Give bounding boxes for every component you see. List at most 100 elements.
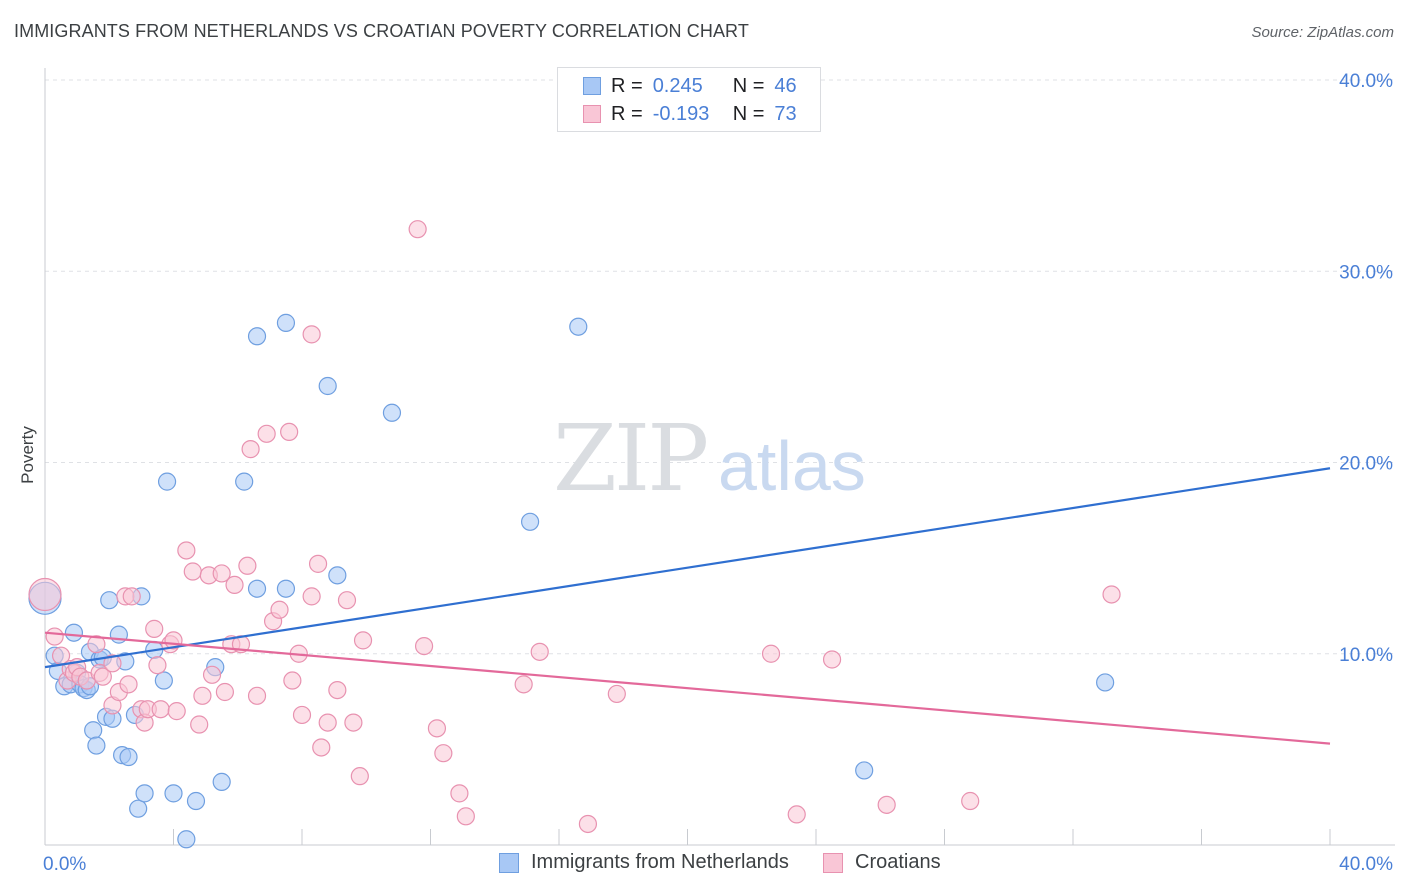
croatians-point [312,738,331,757]
stats-row-croatians: R = -0.193 N = 73 [583,101,797,127]
croatians-point [408,220,427,239]
croatians-point [270,600,289,619]
netherlands-point [569,317,588,336]
croatians-point [344,713,363,732]
croatians-point [434,744,453,763]
netherlands-point [164,784,183,803]
y-tick-label: 10.0% [1339,645,1393,666]
n-value: 46 [774,74,797,97]
croatians-point [103,654,122,673]
watermark-zip: ZIP [553,405,706,512]
croatians-point [238,556,257,575]
y-tick-label: 20.0% [1339,454,1393,475]
croatians-point [212,564,231,583]
netherlands-point [328,566,347,585]
netherlands-point [276,313,296,332]
y-tick-label: 30.0% [1339,262,1393,283]
croatians-point [283,671,302,690]
netherlands-point [235,472,254,491]
legend-item-netherlands[interactable]: Immigrants from Netherlands [499,851,789,874]
r-label: R = [611,102,643,125]
netherlands-point [382,403,402,422]
croatians-point [190,715,209,734]
croatians-point [302,587,321,606]
croatians-point [337,591,357,610]
trend-line-croatians [44,631,1331,745]
series-netherlands [28,313,1115,849]
croatians-point [45,627,64,646]
croatians-point [578,814,598,834]
croatians-point [530,642,549,661]
watermark-atlas: atlas [718,427,866,505]
croatians-point [122,587,141,606]
croatians-point [193,686,212,705]
croatians-point [215,682,234,702]
netherlands-legend-swatch [499,852,519,873]
netherlands-point [1096,673,1115,692]
n-label: N = [732,102,765,125]
netherlands-point [247,579,267,598]
croatians-point [177,541,196,560]
croatians-point [302,325,321,344]
trend-line-netherlands [44,467,1331,669]
source-label: Source: ZipAtlas.com [1251,24,1394,41]
netherlands-point [247,327,267,346]
croatians-point [167,702,186,721]
netherlands-point [154,671,173,690]
croatians-point [961,791,980,811]
netherlands-point [119,747,138,767]
croatians-point [607,684,626,704]
croatians-legend-swatch [823,852,843,873]
croatians-point [93,667,112,686]
stats-row-netherlands: R = 0.245 N = 46 [583,73,797,99]
legend-label-netherlands: Immigrants from Netherlands [531,851,789,873]
axes [44,68,1395,846]
croatians-point [1102,585,1121,604]
croatians-point [414,636,434,656]
netherlands-point [157,472,177,491]
netherlands-point [84,721,103,740]
croatians-point [119,675,138,694]
y-axis-label: Poverty [18,426,37,484]
croatians-point [787,805,806,824]
watermark: ZIP atlas [553,405,866,512]
croatians-point [353,631,373,650]
tick-labels: 10.0% 20.0% 30.0% 40.0% 0.0% 40.0% [43,71,1393,875]
croatians-point [427,719,447,738]
r-label: R = [611,74,643,97]
netherlands-point [318,376,337,396]
n-value: 73 [774,102,797,125]
trend-lines [44,467,1331,745]
croatians-point [308,554,328,573]
bottom-legend: Immigrants from Netherlands Croatians [0,851,1406,879]
netherlands-point [64,623,84,642]
netherlands-point [177,830,196,849]
croatians-point [877,795,896,814]
netherlands-point [276,579,296,598]
n-label: N = [732,74,765,97]
croatians-point [280,422,299,441]
croatians-point [350,767,369,786]
croatians-point [514,675,533,694]
netherlands-point [129,799,148,818]
croatians-point [456,807,475,826]
netherlands-point [520,512,540,531]
croatians-point [28,577,62,612]
croatians-point [450,784,469,803]
netherlands-point [186,791,206,811]
netherlands-point [135,784,154,803]
croatians-point [822,650,842,669]
croatians-point [225,575,244,595]
croatians-point [318,713,337,732]
croatians-point [761,644,781,663]
netherlands-swatch [583,77,601,95]
croatians-point [148,656,167,675]
croatians-point [87,635,106,654]
data-points [28,220,1121,849]
r-value: 0.245 [652,74,703,97]
x-tick-label: 40.0% [1339,854,1393,875]
croatians-point [328,680,347,700]
croatians-point [292,705,312,725]
legend-item-croatians[interactable]: Croatians [823,851,941,874]
series-croatians [28,220,1121,834]
